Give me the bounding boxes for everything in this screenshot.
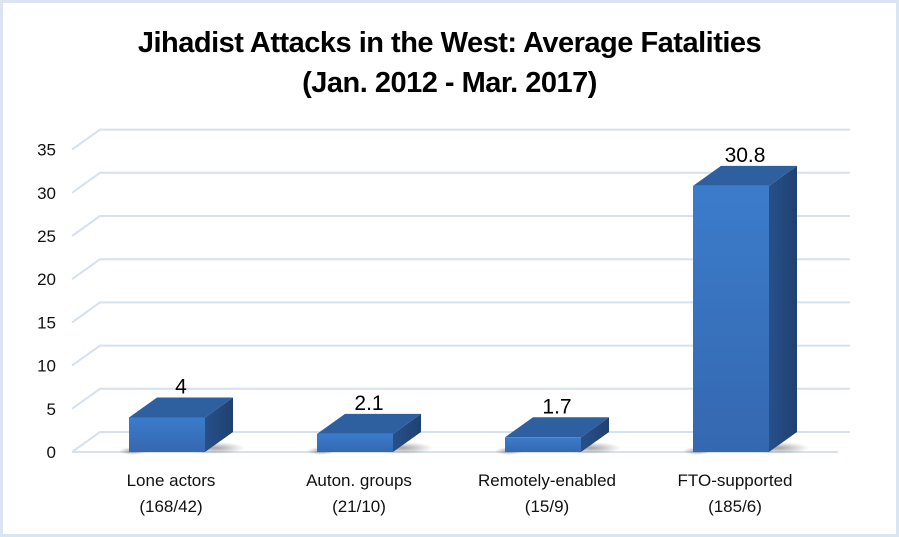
bar: 4 bbox=[119, 375, 245, 455]
bar-side bbox=[393, 413, 421, 452]
bar-top bbox=[129, 397, 233, 418]
gridline bbox=[71, 258, 850, 281]
bar-side bbox=[769, 165, 797, 452]
bar-top bbox=[505, 417, 609, 438]
gridline bbox=[71, 301, 850, 324]
x-tick-label: Lone actors bbox=[127, 471, 216, 490]
gridline bbox=[71, 215, 850, 237]
chart-title-line1: Jihadist Attacks in the West: Average Fa… bbox=[137, 27, 762, 59]
y-tick-label: 10 bbox=[37, 357, 56, 376]
chart-subtitle: (Jan. 2012 - Mar. 2017) bbox=[302, 67, 597, 99]
x-tick-label: Auton. groups bbox=[306, 471, 412, 490]
gridline bbox=[71, 344, 850, 367]
x-tick-label: FTO-supported bbox=[678, 471, 793, 490]
bar-top bbox=[693, 165, 797, 186]
bar-front bbox=[693, 185, 769, 452]
y-tick-label: 25 bbox=[37, 227, 56, 246]
bar-front bbox=[505, 437, 581, 452]
gridline bbox=[71, 387, 850, 410]
bar-front bbox=[129, 417, 205, 452]
x-tick-label: (185/6) bbox=[708, 497, 762, 516]
value-label: 2.1 bbox=[354, 392, 383, 415]
value-label: 1.7 bbox=[542, 395, 571, 418]
y-tick-label: 35 bbox=[37, 141, 56, 160]
x-axis-labels: Lone actors (168/42) Auton. groups (21/10) R… bbox=[127, 471, 793, 516]
bar-side bbox=[581, 417, 609, 452]
bar: 2.1 bbox=[307, 392, 433, 455]
y-tick-label: 0 bbox=[47, 443, 56, 462]
bar-top bbox=[317, 413, 421, 434]
bars: 4 2.1 1.7 30.8 bbox=[119, 144, 809, 455]
gridline bbox=[71, 128, 850, 151]
value-label: 30.8 bbox=[725, 144, 766, 167]
bar: 30.8 bbox=[683, 144, 809, 455]
chart-title: Jihadist Attacks in the West: Average Fa… bbox=[3, 23, 896, 103]
y-tick-label: 15 bbox=[37, 313, 56, 332]
x-tick-label: (21/10) bbox=[332, 497, 386, 516]
y-tick-label: 20 bbox=[37, 270, 56, 289]
y-tick-label: 30 bbox=[37, 184, 56, 203]
x-tick-label: (168/42) bbox=[139, 497, 202, 516]
x-tick-label: Remotely-enabled bbox=[478, 471, 616, 490]
bar: 1.7 bbox=[495, 395, 621, 455]
y-tick-label: 5 bbox=[47, 400, 56, 419]
y-axis-labels: 0 5 10 15 20 25 30 35 bbox=[37, 141, 56, 462]
bar-side bbox=[205, 397, 233, 452]
x-tick-label: (15/9) bbox=[525, 497, 569, 516]
value-label: 4 bbox=[175, 375, 187, 398]
gridline bbox=[71, 171, 850, 194]
bar-front bbox=[317, 433, 393, 452]
